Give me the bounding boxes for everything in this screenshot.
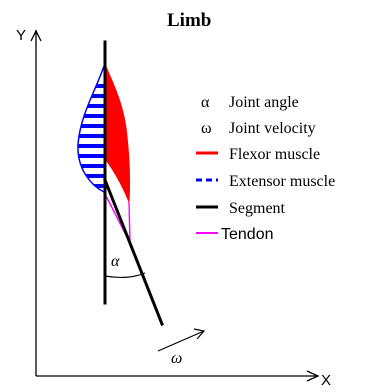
legend-item-joint-velocity: ω Joint velocity [201, 120, 316, 137]
x-axis-arrow [306, 370, 320, 382]
legend-label: Flexor muscle [229, 146, 320, 163]
joint-angle-arc [104, 272, 146, 279]
velocity-arrow-head [193, 328, 206, 340]
legend-label: Joint angle [229, 94, 299, 111]
y-axis-arrow [30, 29, 42, 42]
extensor-muscle [77, 65, 105, 193]
legend-label: Segment [229, 200, 286, 217]
velocity-arrow-shaft [157, 330, 205, 352]
flexor-tendon [128, 201, 131, 244]
legend-item-extensor: Extensor muscle [196, 173, 335, 190]
legend-symbol-alpha: α [201, 94, 210, 111]
legend-symbol-omega: ω [201, 120, 212, 137]
joint-angle-symbol: α [111, 253, 120, 270]
axes: Y X [16, 27, 331, 389]
x-axis-label: X [321, 372, 331, 389]
legend-item-joint-angle: α Joint angle [201, 94, 299, 111]
velocity-arrow [157, 328, 206, 352]
lower-segment [103, 178, 164, 326]
flexor-muscle [104, 63, 131, 203]
legend-item-flexor: Flexor muscle [196, 146, 320, 163]
velocity-symbol: ω [171, 350, 182, 367]
segments [103, 40, 164, 326]
legend-label: Tendon [221, 226, 274, 243]
legend-label: Extensor muscle [229, 173, 335, 190]
legend-item-segment: Segment [196, 200, 286, 217]
legend: α Joint angle ω Joint velocity Flexor mu… [196, 94, 335, 243]
y-axis-label: Y [16, 27, 26, 44]
legend-label: Joint velocity [229, 120, 316, 137]
legend-item-tendon: Tendon [196, 226, 274, 243]
diagram-title: Limb [167, 10, 211, 31]
